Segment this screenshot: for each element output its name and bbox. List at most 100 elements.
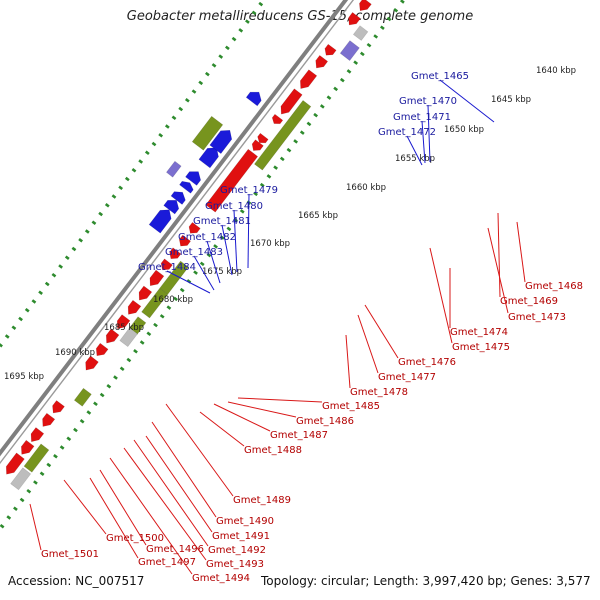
reverse-ruler-tick bbox=[399, 0, 405, 4]
reverse-ruler-tick bbox=[159, 314, 165, 319]
reverse-ruler-tick bbox=[333, 86, 339, 92]
bottom-gene-label-leader bbox=[63, 479, 107, 535]
reverse-ruler-tick bbox=[139, 340, 145, 345]
reverse-gene bbox=[95, 342, 109, 357]
reverse-gene bbox=[315, 54, 329, 69]
kbp-marker-label: 1680 kbp bbox=[153, 295, 193, 305]
reverse-ruler-tick bbox=[199, 261, 205, 267]
misc-feature bbox=[339, 40, 360, 62]
reverse-gene bbox=[20, 439, 35, 455]
reverse-ruler-tick bbox=[133, 349, 138, 354]
reverse-ruler-tick bbox=[213, 244, 218, 249]
reverse-ruler-tick bbox=[379, 25, 385, 30]
bottom-gene-label: Gmet_1469 bbox=[500, 296, 558, 307]
reverse-ruler-tick bbox=[286, 147, 292, 153]
reverse-ruler-tick bbox=[66, 436, 72, 442]
kbp-marker-label: 1645 kbp bbox=[491, 95, 531, 105]
reverse-ruler-tick bbox=[99, 392, 105, 398]
reverse-ruler-tick bbox=[299, 130, 305, 135]
map-title: Geobacter metallireducens GS-15, complet… bbox=[126, 9, 474, 24]
bottom-gene-label: Gmet_1493 bbox=[206, 559, 264, 570]
reverse-ruler-tick bbox=[13, 506, 18, 511]
bottom-gene-label-leader bbox=[199, 411, 245, 447]
kbp-marker-label: 1665 kbp bbox=[298, 211, 338, 221]
reverse-gene bbox=[257, 132, 269, 144]
forward-ruler-tick bbox=[71, 246, 77, 252]
top-gene-label-leader bbox=[166, 270, 211, 294]
reverse-ruler-tick bbox=[279, 156, 285, 162]
reverse-gene bbox=[52, 400, 65, 414]
forward-ruler-tick bbox=[91, 220, 97, 226]
bottom-gene-label-leader bbox=[345, 334, 351, 389]
reverse-ruler-tick bbox=[326, 95, 332, 100]
reverse-ruler-tick bbox=[86, 410, 92, 415]
top-gene-label-leader bbox=[427, 104, 431, 163]
top-gene-label: Gmet_1483 bbox=[165, 247, 223, 258]
reverse-gene bbox=[359, 0, 372, 12]
bottom-gene-label: Gmet_1473 bbox=[508, 312, 566, 323]
reverse-gene bbox=[299, 69, 318, 89]
reverse-ruler-tick bbox=[206, 252, 212, 258]
forward-ruler-tick bbox=[84, 229, 90, 234]
top-gene-label-leader bbox=[233, 209, 238, 273]
reverse-gene bbox=[105, 328, 120, 344]
top-gene-label: Gmet_1471 bbox=[393, 112, 451, 123]
forward-ruler-tick bbox=[251, 10, 257, 16]
forward-ruler-tick bbox=[64, 255, 70, 260]
forward-ruler-tick bbox=[0, 343, 3, 348]
forward-ruler-tick bbox=[138, 159, 144, 164]
forward-gene bbox=[179, 180, 194, 194]
reverse-gene bbox=[324, 43, 337, 56]
forward-gene bbox=[245, 91, 262, 107]
bottom-gene-label-leader bbox=[516, 221, 526, 283]
kbp-marker-label: 1650 kbp bbox=[444, 125, 484, 135]
reverse-ruler-tick bbox=[0, 523, 5, 529]
forward-ruler-tick bbox=[51, 272, 57, 278]
reverse-ruler-tick bbox=[293, 139, 299, 144]
forward-ruler-tick bbox=[231, 36, 237, 42]
forward-ruler-tick bbox=[171, 115, 177, 121]
reverse-ruler-tick bbox=[46, 462, 52, 468]
bottom-gene-label-leader bbox=[227, 401, 297, 418]
top-gene-label: Gmet_1479 bbox=[220, 185, 278, 196]
reverse-ruler-tick bbox=[93, 401, 98, 407]
reverse-ruler-tick bbox=[186, 279, 192, 284]
bottom-gene-label: Gmet_1476 bbox=[398, 357, 456, 368]
reverse-ruler-tick bbox=[179, 287, 185, 293]
reverse-gene bbox=[138, 285, 153, 301]
reverse-gene bbox=[205, 148, 259, 213]
rna-gene bbox=[23, 443, 50, 473]
bottom-gene-label: Gmet_1487 bbox=[270, 430, 328, 441]
forward-ruler-tick bbox=[58, 264, 63, 269]
reverse-ruler-tick bbox=[253, 191, 258, 197]
top-gene-label: Gmet_1480 bbox=[205, 201, 263, 212]
reverse-gene bbox=[42, 412, 56, 427]
reverse-gene bbox=[348, 11, 361, 26]
top-gene-label-leader bbox=[439, 79, 495, 123]
top-gene-label: Gmet_1481 bbox=[193, 216, 251, 227]
reverse-ruler-tick bbox=[366, 42, 372, 48]
top-gene-label-leader bbox=[193, 255, 215, 291]
forward-gene bbox=[163, 199, 180, 215]
bottom-gene-label-leader bbox=[133, 439, 209, 547]
forward-ruler-tick bbox=[111, 194, 117, 199]
reverse-ruler-tick bbox=[306, 121, 312, 127]
pseudo-gene bbox=[352, 25, 369, 41]
bottom-gene-label-leader bbox=[89, 477, 139, 559]
reverse-ruler-tick bbox=[353, 60, 359, 65]
reverse-ruler-tick bbox=[79, 419, 85, 424]
bottom-gene-label: Gmet_1490 bbox=[216, 516, 274, 527]
bottom-gene-label: Gmet_1475 bbox=[452, 342, 510, 353]
bottom-gene-label-leader bbox=[213, 403, 271, 432]
reverse-ruler-tick bbox=[73, 427, 78, 433]
kbp-marker-label: 1685 kbp bbox=[104, 323, 144, 333]
forward-ruler-tick bbox=[118, 185, 124, 191]
forward-ruler-tick bbox=[164, 124, 170, 129]
forward-ruler-tick bbox=[144, 150, 150, 156]
accession-text: Accession: NC_007517 bbox=[8, 574, 145, 588]
kbp-marker-label: 1675 kbp bbox=[202, 267, 242, 277]
reverse-ruler-tick bbox=[193, 270, 198, 275]
reverse-ruler-tick bbox=[386, 16, 392, 22]
reverse-gene bbox=[149, 269, 165, 287]
forward-ruler-tick bbox=[218, 54, 224, 59]
